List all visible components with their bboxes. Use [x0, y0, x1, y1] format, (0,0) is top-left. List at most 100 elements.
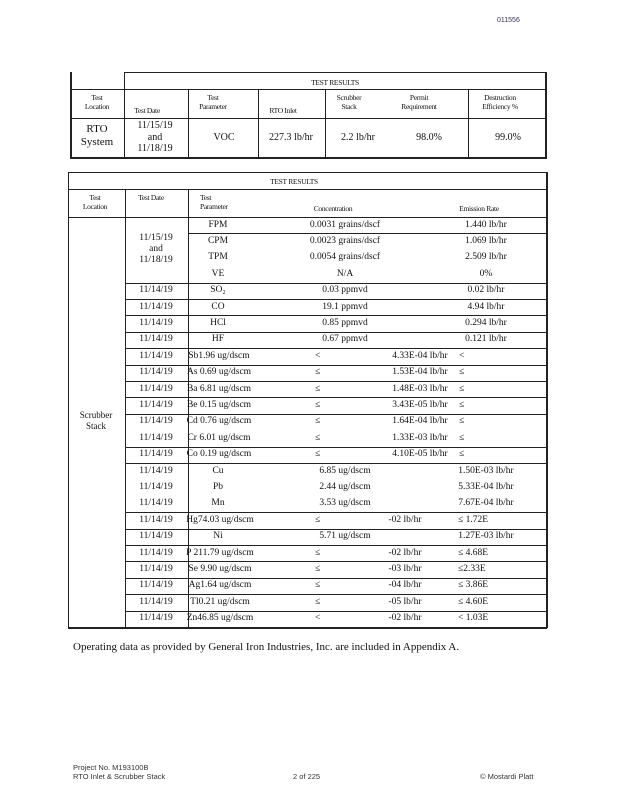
destruction-value: 99.0%	[495, 132, 521, 143]
row-divider	[125, 364, 546, 366]
row-metal-emission-rate: 1.64E-04 lb/hr	[392, 416, 448, 427]
row-less-than-symbol: ≤	[315, 416, 321, 427]
footer-project-number: Project No. M193100B	[73, 763, 149, 772]
row-divider	[125, 413, 546, 415]
row-test-parameter: SO₂	[210, 285, 226, 296]
row-divider	[188, 233, 546, 235]
row-test-date: 11/14/19	[139, 317, 173, 328]
row-concentration: 0.03 ppmvd	[322, 285, 368, 296]
row-metal-concentration: Co 0.19 ug/dscm	[186, 449, 252, 460]
row-metal-concentration: Tl0.21 ug/dscm	[190, 596, 250, 607]
row-concentration: 6.85 ug/dscm	[319, 465, 371, 476]
row-emission-rate: 1.440 lb/hr	[465, 219, 507, 230]
scrubber-stack-value: 2.2 lb/hr	[341, 132, 375, 143]
row-divider	[125, 577, 546, 579]
row-less-than-value: ≤ 4.60E	[458, 596, 489, 607]
header-test-parameter: Test Parameter	[199, 93, 227, 111]
row-less-than-symbol: ≤	[315, 580, 321, 591]
row-concentration: 0.67 ppmvd	[322, 334, 368, 345]
row-divider	[125, 282, 546, 284]
row-less-than-symbol: <	[459, 350, 465, 361]
row-test-parameter: Ni	[213, 531, 223, 542]
row-divider	[125, 528, 546, 530]
row-concentration: 0.0023 grains/dscf	[309, 235, 381, 246]
row-divider	[125, 594, 546, 596]
row-metal-concentration: Ag1.64 ug/dscm	[188, 580, 252, 591]
row-emission-rate: 0%	[479, 268, 493, 279]
row-divider	[125, 397, 546, 399]
row-divider	[125, 561, 546, 563]
row-test-date: 11/14/19	[139, 580, 173, 591]
row-less-than-symbol: ≤	[315, 432, 321, 443]
row-test-parameter: CPM	[207, 235, 229, 246]
row-emission-rate: 1.069 lb/hr	[465, 235, 507, 246]
row-test-date: 11/14/19	[139, 399, 173, 410]
row-metal-emission-rate: -02 lb/hr	[388, 514, 422, 525]
footer-subject: RTO Inlet & Scrubber Stack	[73, 772, 166, 781]
table1-title: TEST RESULTS	[311, 78, 359, 87]
row-less-than-value: ≤ 4.68E	[458, 547, 489, 558]
row-metal-concentration: Se 9.90 ug/dscm	[188, 563, 252, 574]
row-test-date: 11/14/19	[139, 301, 173, 312]
rto-parameter: VOC	[213, 132, 235, 143]
row-test-date: 11/14/19	[139, 596, 173, 607]
header-destruction-efficiency: Destruction Efficiency %	[482, 93, 518, 111]
row-less-than-symbol: ≤	[459, 367, 465, 378]
row-emission-rate: 5.33E-04 lb/hr	[458, 481, 514, 492]
row-less-than-symbol: ≤	[315, 547, 321, 558]
row-less-than-symbol: ≤	[315, 367, 321, 378]
row-metal-emission-rate: 1.33E-03 lb/hr	[392, 432, 448, 443]
row-less-than-value: < 1.03E	[458, 613, 489, 624]
row-less-than-symbol: ≤	[459, 449, 465, 460]
row-emission-rate: 1.50E-03 lb/hr	[458, 465, 514, 476]
header-concentration: Concentration	[313, 204, 353, 213]
row-test-parameter: FPM	[208, 219, 228, 230]
row-less-than-value: ≤ 1.72E	[458, 514, 489, 525]
particulate-test-date: 11/15/19 and 11/18/19	[139, 233, 173, 265]
row-less-than-symbol: ≤	[459, 432, 465, 443]
footer-company: © Mostardi Platt	[480, 772, 534, 781]
row-test-parameter: HCl	[210, 317, 226, 328]
table2-title: TEST RESULTS	[270, 177, 318, 186]
row-test-date: 11/14/19	[139, 563, 173, 574]
row-test-parameter: VE	[211, 268, 225, 279]
row-test-parameter: HF	[211, 334, 225, 345]
row-metal-concentration: Cd 0.76 ug/dscm	[186, 416, 252, 427]
row-metal-concentration: As 0.69 ug/dscm	[186, 367, 252, 378]
row-emission-rate: 4.94 lb/hr	[467, 301, 505, 312]
row-test-date: 11/14/19	[139, 383, 173, 394]
row-test-date: 11/14/19	[139, 449, 173, 460]
row-divider	[125, 315, 546, 317]
header-scrubber-stack: Scrubber Stack	[336, 93, 362, 111]
row-less-than-symbol: <	[315, 613, 321, 624]
row-concentration: 19.1 ppmvd	[322, 301, 368, 312]
permit-value: 98.0%	[416, 132, 442, 143]
row-divider	[125, 381, 546, 382]
row-less-than-symbol: ≤	[315, 383, 321, 394]
page-stamp-number: 011556	[497, 17, 520, 24]
row-metal-emission-rate: -03 lb/hr	[388, 563, 422, 574]
row-emission-rate: 0.121 lb/hr	[465, 334, 507, 345]
row-concentration: N/A	[336, 268, 354, 279]
header-test-date: Test Date	[134, 106, 160, 115]
row-test-date: 11/14/19	[139, 367, 173, 378]
row-test-date: 11/14/19	[139, 465, 173, 476]
row-metal-emission-rate: -04 lb/hr	[388, 580, 422, 591]
row-metal-concentration: Cr 6.01 ug/dscm	[187, 432, 251, 443]
row-emission-rate: 2.509 lb/hr	[465, 252, 507, 263]
row-test-date: 11/14/19	[139, 531, 173, 542]
row-test-parameter: TPM	[208, 252, 228, 263]
header-test-location: Test Location	[82, 193, 108, 211]
row-metal-concentration: Hg74.03 ug/dscm	[186, 514, 254, 525]
header-permit-requirement: Permit Requirement	[401, 93, 437, 111]
row-divider	[125, 299, 546, 300]
row-emission-rate: 0.02 lb/hr	[467, 285, 505, 296]
row-metal-emission-rate: -05 lb/hr	[388, 596, 422, 607]
row-metal-concentration: P 211.79 ug/dscm	[186, 547, 254, 558]
row-concentration: 0.85 ppmvd	[322, 317, 368, 328]
row-metal-emission-rate: 1.48E-03 lb/hr	[392, 383, 448, 394]
rto-location: RTO System	[80, 123, 114, 148]
header-emission-rate: Emission Rate	[459, 204, 499, 213]
row-test-date: 11/14/19	[139, 432, 173, 443]
row-divider	[125, 331, 546, 333]
